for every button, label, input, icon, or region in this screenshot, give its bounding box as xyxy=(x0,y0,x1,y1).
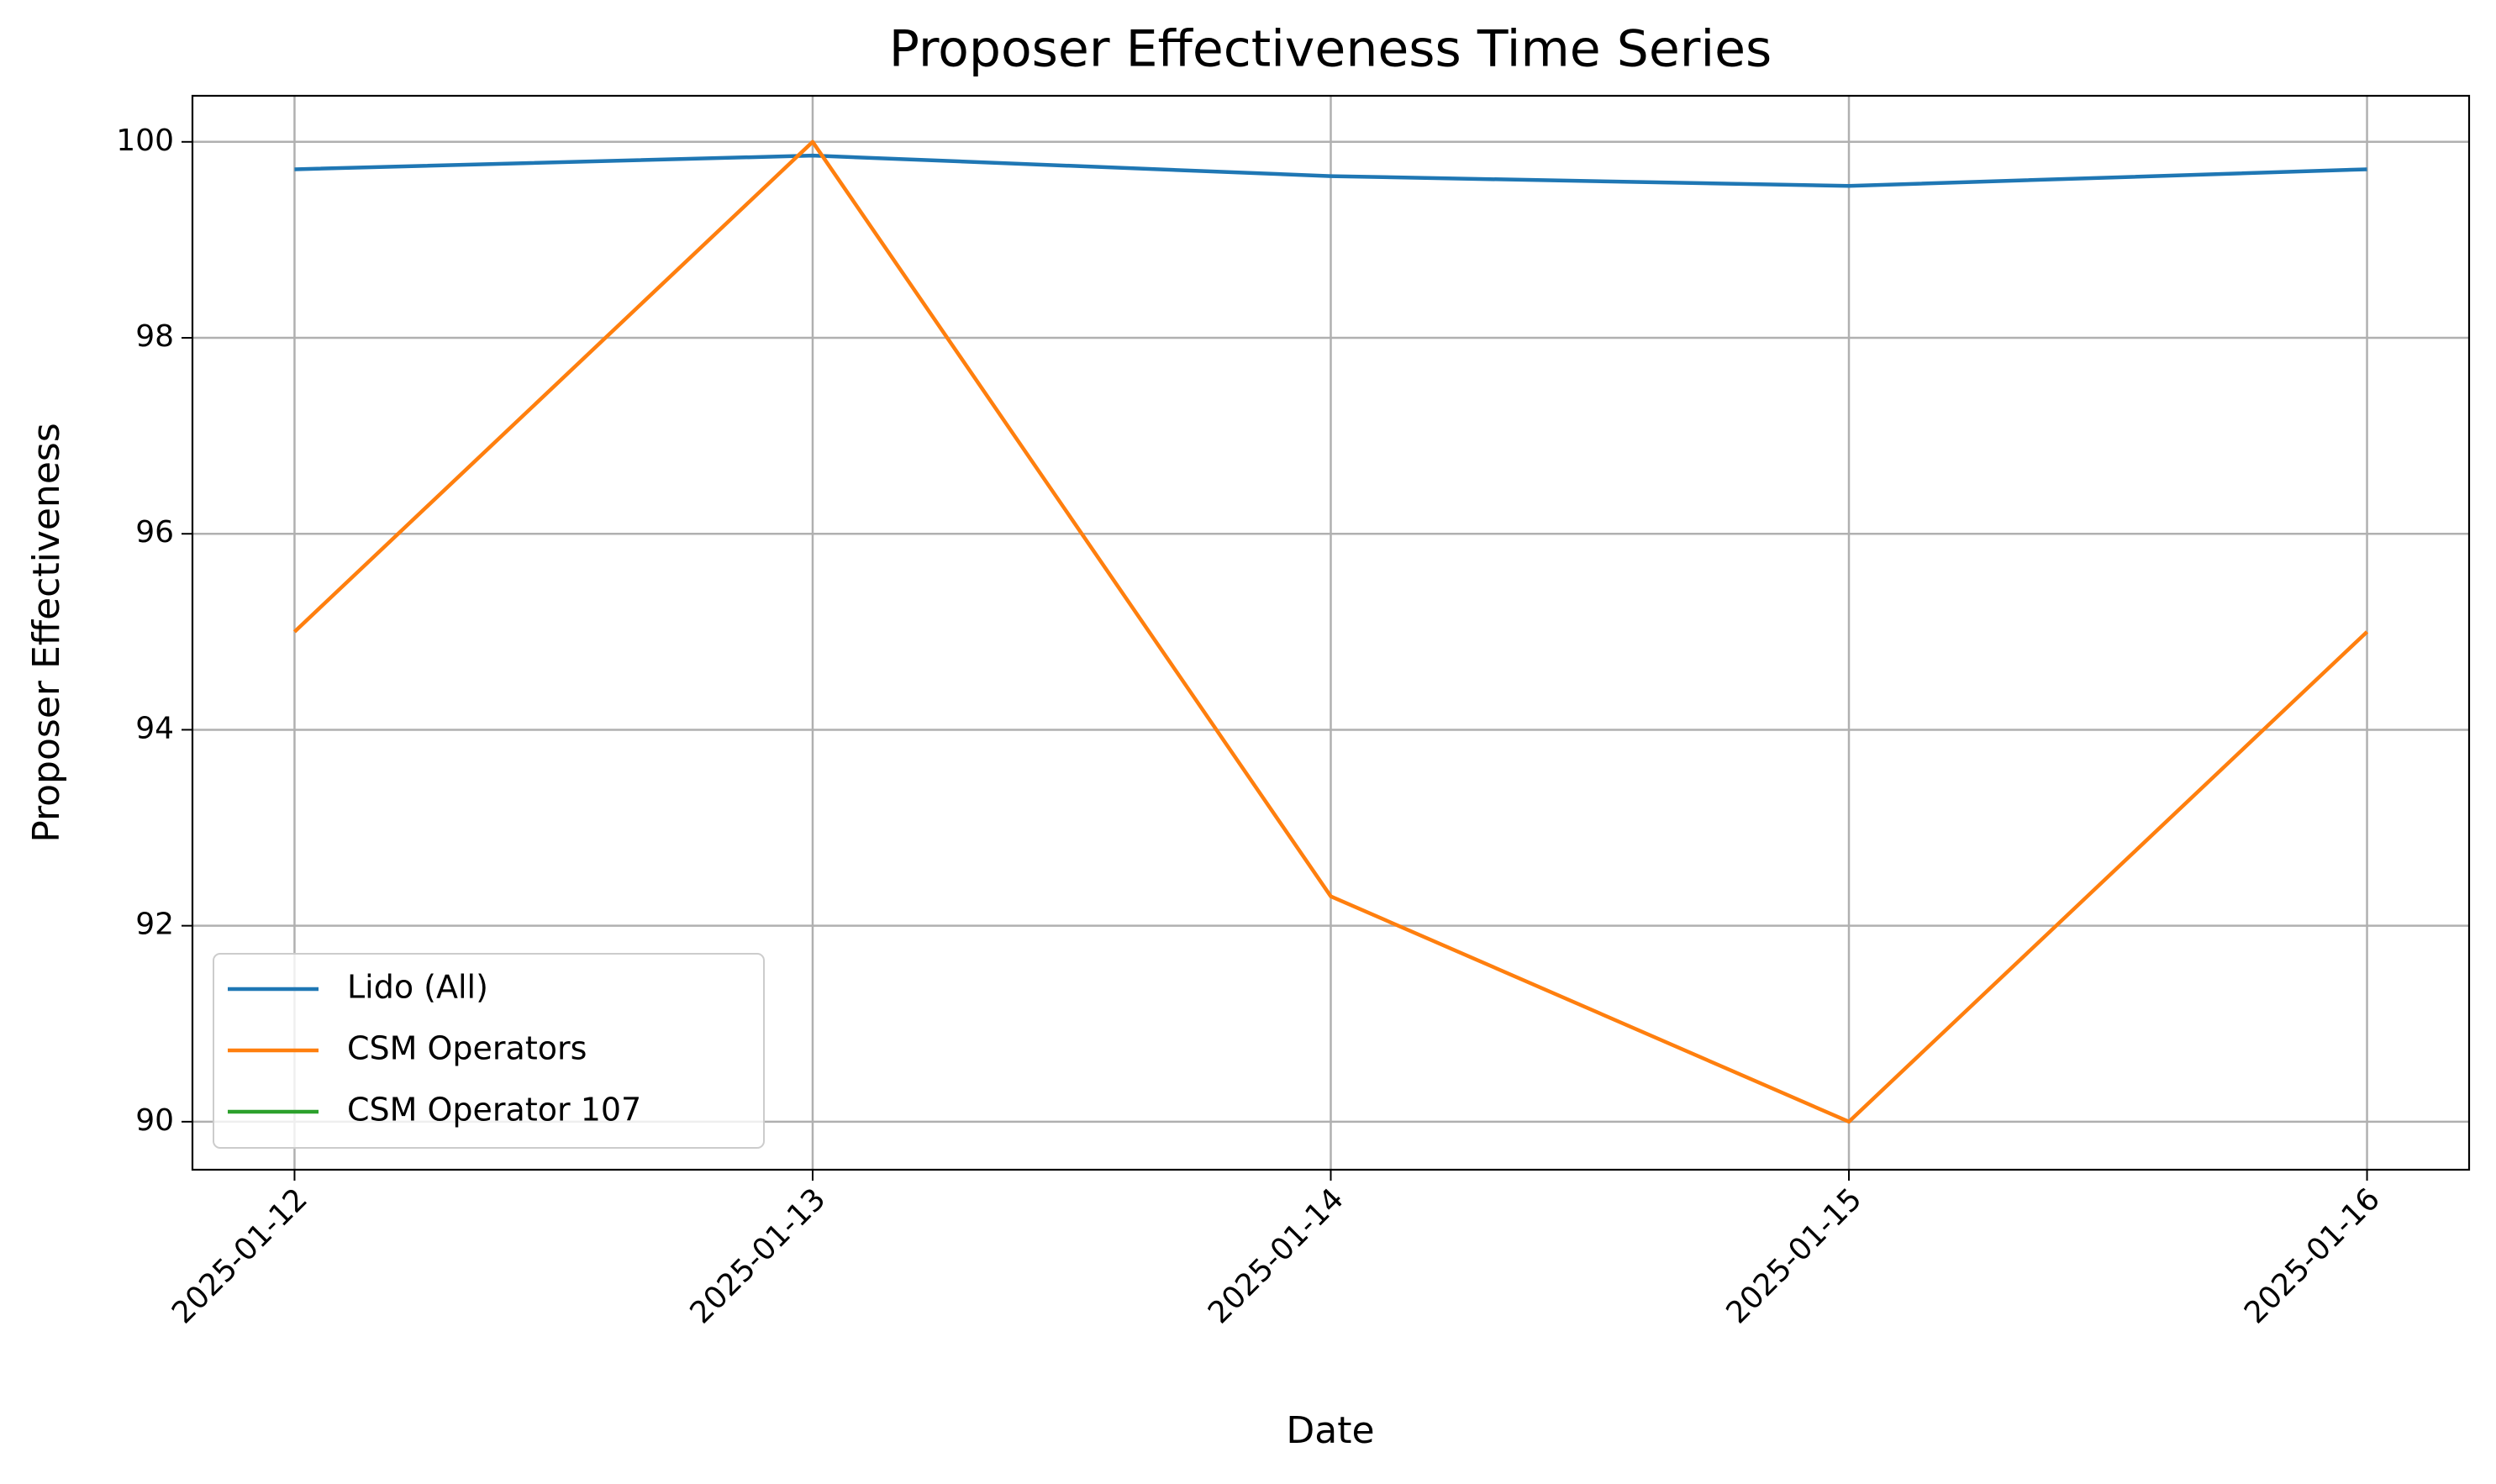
y-tick-label: 90 xyxy=(135,1103,174,1138)
series-line xyxy=(292,139,2369,1124)
y-tick-label: 98 xyxy=(135,319,174,354)
legend-box xyxy=(213,953,765,1149)
x-tick-label: 2025-01-12 xyxy=(166,1181,314,1330)
legend-label: CSM Operators xyxy=(347,1030,587,1067)
y-tick-label: 96 xyxy=(135,515,174,550)
y-tick-label: 92 xyxy=(135,908,174,942)
plot-frame xyxy=(191,94,2471,1171)
x-axis-label: Date xyxy=(1286,1409,1374,1452)
y-tick-label: 100 xyxy=(116,124,174,158)
legend-label: Lido (All) xyxy=(347,969,488,1006)
x-tick-label: 2025-01-13 xyxy=(683,1181,832,1330)
y-tick-label: 94 xyxy=(135,711,174,745)
legend-label: CSM Operator 107 xyxy=(347,1092,641,1129)
chart-title: Proposer Effectiveness Time Series xyxy=(889,20,1772,79)
x-tick-label: 2025-01-16 xyxy=(2238,1181,2387,1330)
y-axis-label: Proposer Effectiveness xyxy=(25,423,68,843)
series-line xyxy=(294,153,2367,188)
x-tick-label: 2025-01-15 xyxy=(1720,1181,1869,1330)
x-tick-label: 2025-01-14 xyxy=(1202,1181,1351,1330)
